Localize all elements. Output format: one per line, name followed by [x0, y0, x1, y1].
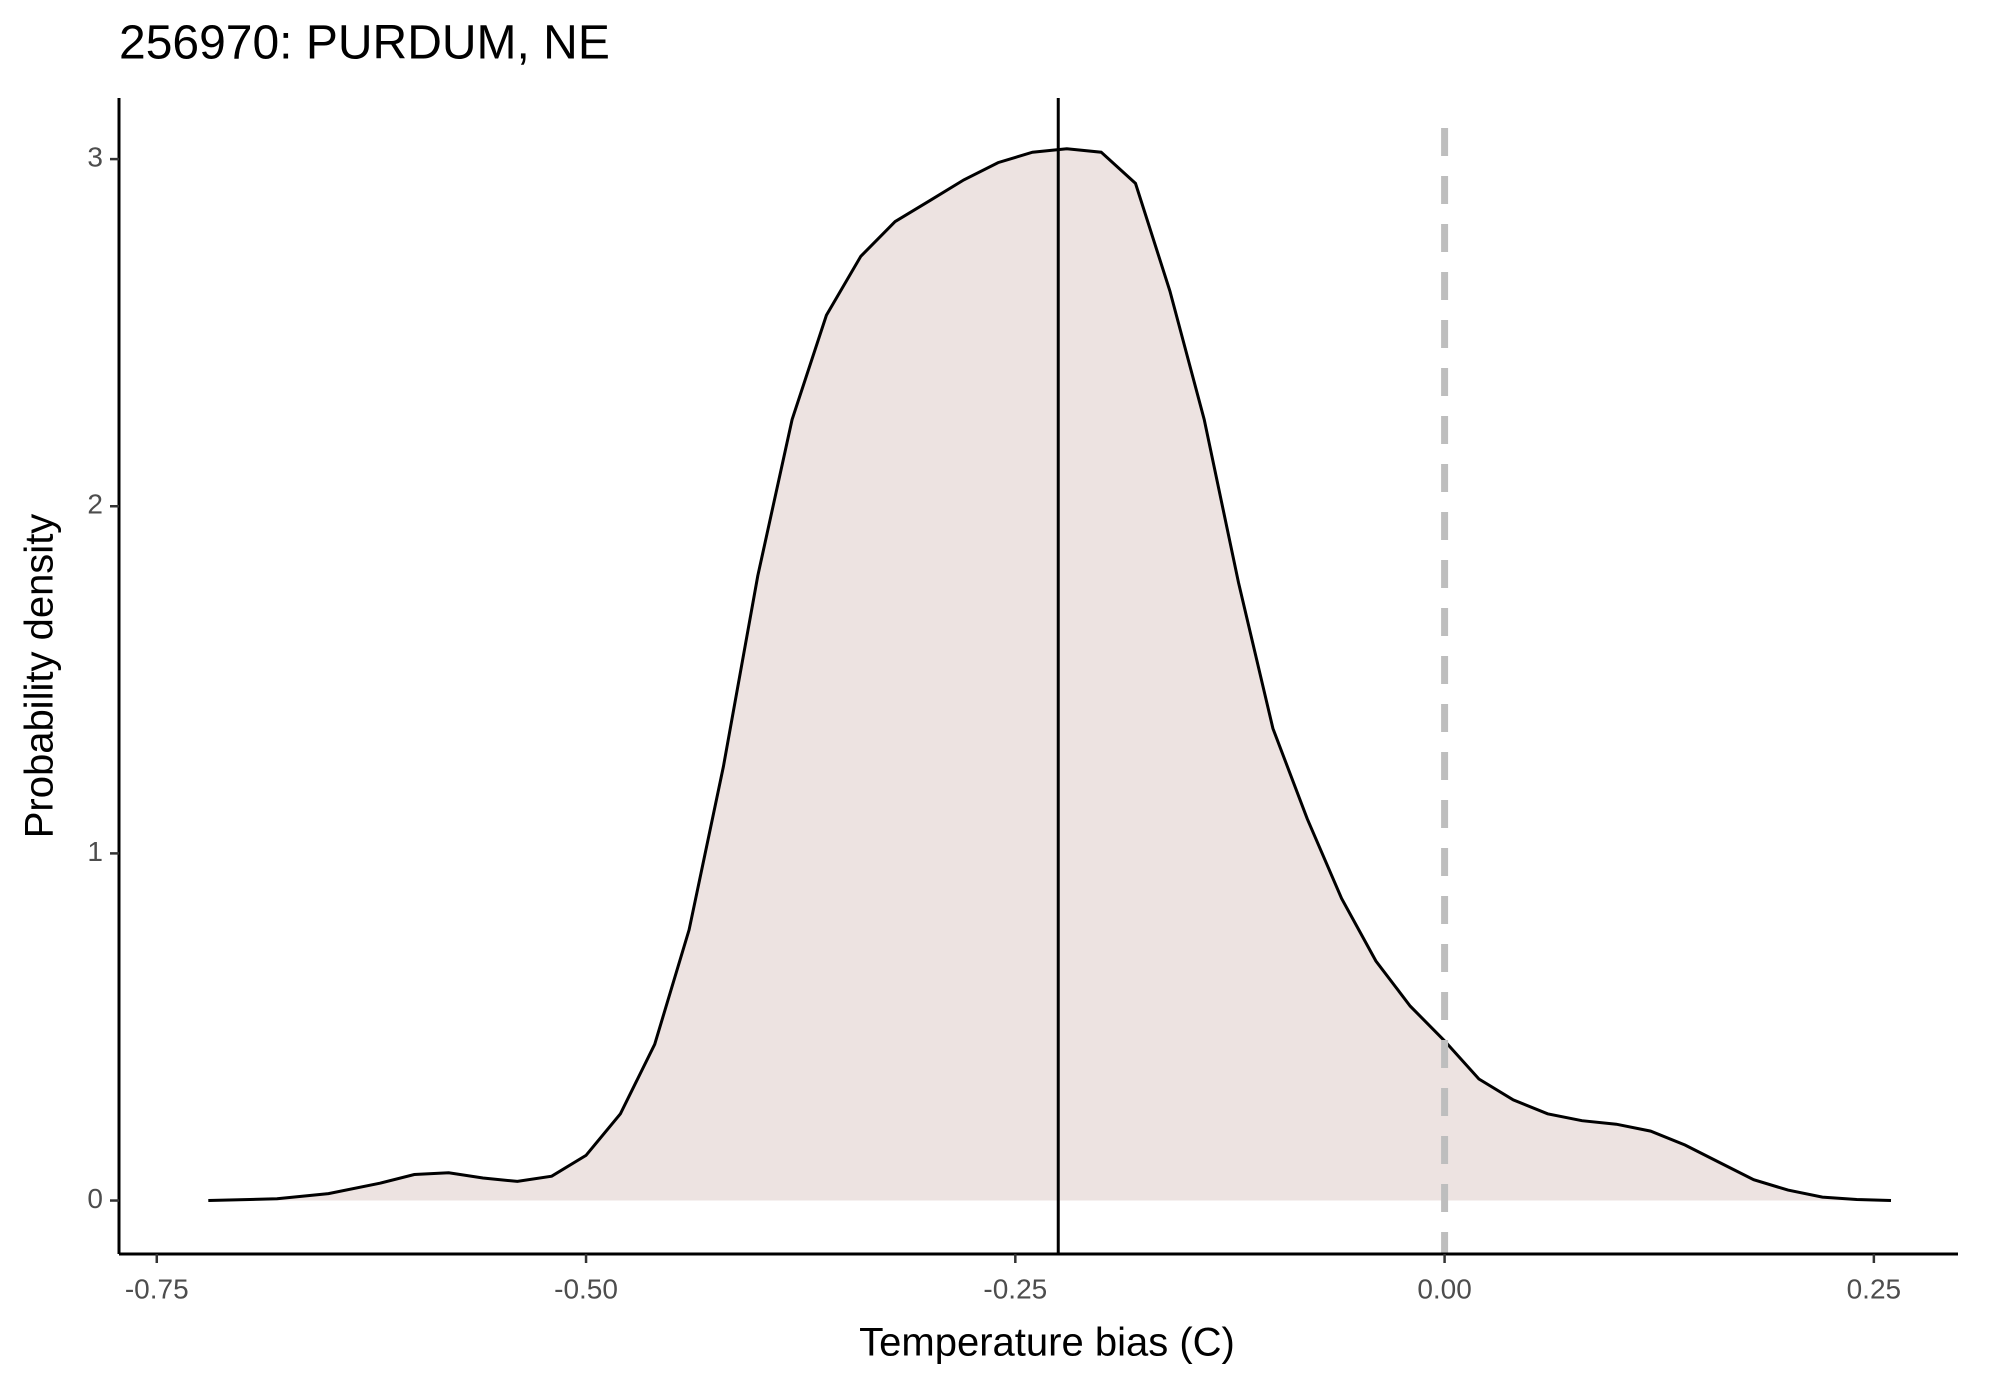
- x-axis-title: Temperature bias (C): [859, 1321, 1235, 1365]
- y-tick-label: 0: [87, 1183, 103, 1214]
- x-tick-label: 0.25: [1847, 1273, 1902, 1304]
- x-tick-label: -0.25: [983, 1273, 1047, 1304]
- x-tick-label: -0.75: [125, 1273, 189, 1304]
- x-tick-label: -0.50: [554, 1273, 618, 1304]
- y-tick-label: 2: [87, 489, 103, 520]
- chart-title: 256970: PURDUM, NE: [119, 17, 610, 70]
- y-axis-title: Probability density: [18, 514, 62, 839]
- density-line: [208, 147, 1892, 1202]
- y-tick-label: 1: [87, 836, 103, 867]
- density-area: [208, 148, 1891, 1201]
- y-tick-label: 3: [87, 141, 103, 172]
- x-tick-label: 0.00: [1417, 1273, 1472, 1304]
